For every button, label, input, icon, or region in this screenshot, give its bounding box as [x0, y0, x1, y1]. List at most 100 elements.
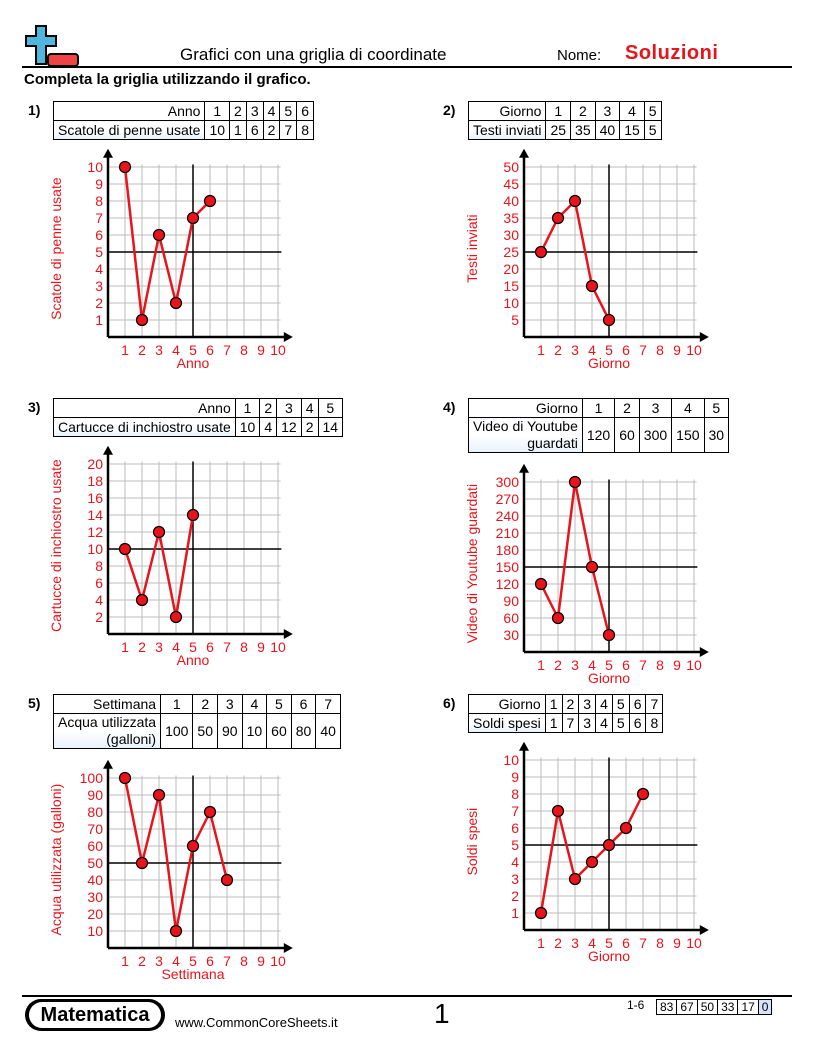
- table-row: Soldi spesi 1 7 3 4 5 6 8: [468, 713, 664, 733]
- table-cell: 4: [259, 417, 278, 437]
- table-cell: 35: [570, 120, 596, 140]
- x-tick-label: 10: [270, 342, 286, 358]
- table-cell: 4: [241, 694, 268, 714]
- score-cell: 33: [717, 999, 739, 1015]
- y-tick-label: 18: [87, 473, 103, 489]
- x-tick-label: 1: [121, 342, 129, 358]
- score-cell: 0: [757, 999, 773, 1015]
- table-cell: 2: [614, 398, 640, 418]
- table-cell: 14: [317, 417, 344, 437]
- table-cell: 4: [262, 101, 281, 121]
- y-tick-label: 8: [95, 558, 103, 574]
- y-tick-label: 10: [503, 295, 519, 311]
- y-axis-label: Soldi spesi: [464, 808, 480, 876]
- y-tick-label: 10: [87, 923, 103, 939]
- table-cell: 5: [317, 398, 344, 418]
- data-point: [152, 525, 166, 539]
- name-value: Soluzioni: [625, 42, 719, 64]
- x-tick-label: 3: [571, 342, 579, 358]
- table-cell: 3: [578, 713, 597, 733]
- row-label: Anno: [52, 101, 206, 121]
- x-tick-label: 9: [257, 953, 265, 969]
- y-tick-label: 5: [95, 244, 103, 260]
- y-tick-label: 90: [503, 593, 519, 609]
- table-cell: 90: [217, 713, 243, 749]
- table-row: Giorno 1 2 3 4 5: [468, 398, 730, 418]
- instructions: Completa la griglia utilizzando il grafi…: [24, 71, 311, 88]
- data-point: [585, 279, 599, 293]
- table-cell: 5: [703, 398, 730, 418]
- table-cell: 10: [241, 713, 268, 749]
- data-point: [203, 194, 217, 208]
- y-tick-label: 9: [95, 176, 103, 192]
- brand-label: Matematica: [29, 1002, 161, 1028]
- row-label: Giorno: [468, 398, 583, 418]
- y-axis-arrow-icon: [519, 148, 529, 158]
- table-cell: 120: [581, 417, 616, 453]
- line-chart: 1 2 3 4 5 6 7 8 9 105101520253035404550GiornoTest…: [464, 148, 709, 371]
- row-label: Acqua utilizzata (galloni): [52, 713, 162, 749]
- y-tick-label: 20: [87, 906, 103, 922]
- data-point: [534, 577, 548, 591]
- table-cell: 2: [561, 694, 580, 714]
- y-tick-label: 100: [80, 770, 104, 786]
- data-point: [551, 804, 565, 818]
- x-axis-arrow-icon: [283, 629, 293, 639]
- x-tick-label: 5: [605, 657, 613, 673]
- y-tick-label: 90: [87, 787, 103, 803]
- score-cell: 83: [655, 999, 678, 1015]
- y-tick-label: 6: [95, 227, 103, 243]
- x-tick-label: 7: [223, 639, 231, 655]
- row-label: Scatole di penne usate: [52, 120, 206, 140]
- x-tick-label: 6: [206, 639, 214, 655]
- table-row: Anno 1 2 3 4 5 6: [52, 101, 315, 121]
- table-row: Scatole di penne usate 10 1 6 2 7 8: [52, 120, 315, 140]
- table-cell: 1: [581, 398, 616, 418]
- x-tick-label: 10: [686, 657, 702, 673]
- y-tick-label: 3: [95, 278, 103, 294]
- data-point: [585, 560, 599, 574]
- row-label: Cartucce di inchiostro usate: [53, 417, 236, 437]
- data-table: Settimana 1 2 3 4 5 6 7 Acqua utilizzata (gallon…: [52, 694, 341, 749]
- y-tick-label: 25: [503, 244, 519, 260]
- y-tick-label: 10: [503, 752, 519, 768]
- row-label: Anno: [53, 398, 236, 418]
- x-tick-label: 4: [588, 342, 596, 358]
- data-point: [220, 873, 234, 887]
- y-tick-label: 50: [87, 855, 103, 871]
- x-tick-label: 3: [155, 639, 163, 655]
- table-cell: 2: [570, 101, 596, 121]
- data-point: [534, 245, 548, 259]
- data-table: Giorno 1 2 3 4 5 Testi inviati 25 35 40 15 5: [467, 101, 662, 140]
- table-row: Testi inviati 25 35 40 15 5: [467, 120, 662, 140]
- table-row: Acqua utilizzata (galloni) 100 50 90 10 60 80 4…: [52, 713, 341, 749]
- y-tick-label: 2: [95, 609, 103, 625]
- data-point: [186, 211, 200, 225]
- data-point: [152, 228, 166, 242]
- row-label: Giorno: [468, 694, 546, 714]
- x-axis-arrow-icon: [283, 332, 293, 342]
- x-tick-label: 6: [622, 935, 630, 951]
- table-cell: 5: [266, 694, 292, 714]
- x-tick-label: 2: [138, 953, 146, 969]
- x-tick-label: 2: [138, 639, 146, 655]
- x-axis-label: Settimana: [161, 966, 224, 982]
- data-point: [568, 475, 582, 489]
- table-row: Cartucce di inchiostro usate 10 4 12 2 14: [53, 417, 344, 437]
- data-point: [118, 771, 132, 785]
- y-axis-arrow-icon: [103, 148, 113, 158]
- y-axis-label: Testi inviati: [464, 214, 480, 282]
- data-point: [118, 542, 132, 556]
- data-table: Giorno 1 2 3 4 5 6 7 Soldi spesi 1 7 3 4 5 6 8: [468, 694, 664, 733]
- data-point: [534, 906, 548, 920]
- table-cell: 2: [192, 694, 218, 714]
- table-cell: 3: [578, 694, 597, 714]
- table-row: Anno 1 2 3 4 5: [53, 398, 344, 418]
- y-tick-label: 40: [87, 872, 103, 888]
- table-cell: 10: [204, 120, 231, 140]
- table-cell: 6: [290, 694, 317, 714]
- x-tick-label: 8: [240, 342, 248, 358]
- y-tick-label: 30: [503, 227, 519, 243]
- x-tick-label: 9: [257, 639, 265, 655]
- table-cell: 1: [234, 398, 261, 418]
